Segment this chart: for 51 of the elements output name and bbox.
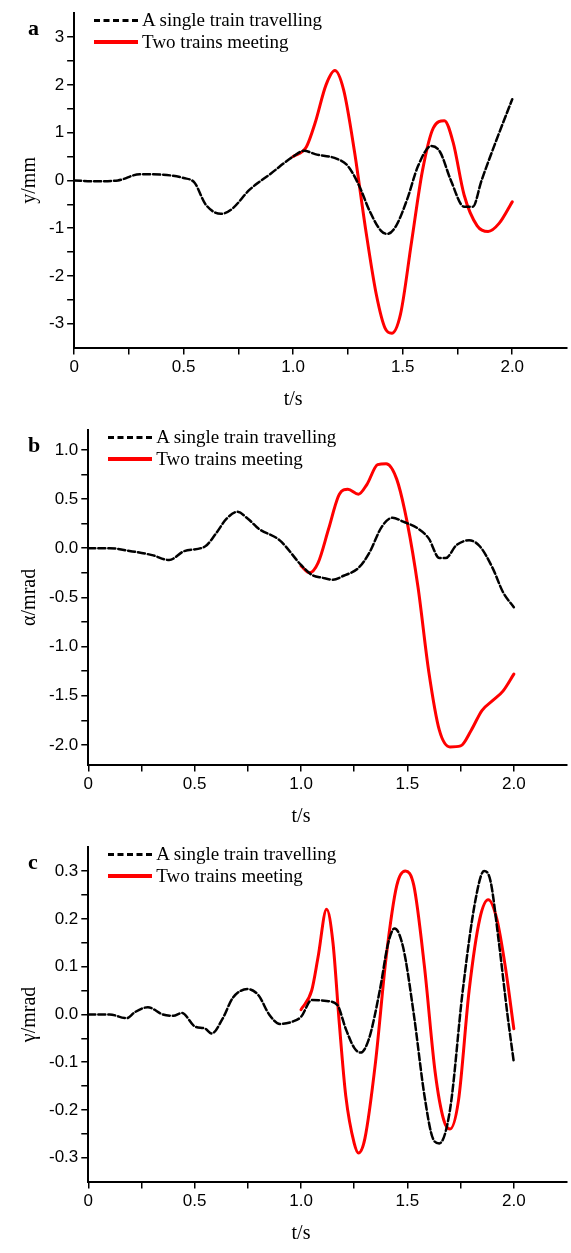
y-tick-label: 2 [54,74,65,94]
line-series [291,69,514,335]
legend-label: Two trains meeting [156,448,303,471]
x-tick-label: 1.0 [289,774,313,794]
y-tick-label: 0.0 [54,1004,79,1024]
x-tick-label: 2.0 [501,1191,526,1211]
y-tick-label: 3 [54,26,65,46]
x-tick-label: 2.0 [500,357,525,377]
y-axis-title: y/mm [17,156,41,204]
y-tick-label: -0.1 [49,1051,79,1071]
y-tick-label: 1 [54,122,65,142]
y-tick-label: -1.0 [49,636,79,656]
x-tick-label: 0.5 [182,1191,207,1211]
y-tick-label: 0.1 [54,956,79,976]
x-tick-label: 1.5 [390,357,415,377]
legend-label: A single train travelling [142,9,323,32]
x-tick-label: 1.0 [289,1191,313,1211]
y-tick-label: 1.0 [54,439,79,459]
x-tick-label: 2.0 [501,774,526,794]
y-tick-label: -1.5 [49,685,79,705]
y-tick-label: 0 [54,170,65,190]
y-tick-label: 0.0 [54,537,79,557]
text: c [28,849,38,876]
y-tick-label: -0.2 [49,1099,79,1119]
x-tick-label: 0.5 [182,774,207,794]
x-tick-label: 1.5 [395,1191,420,1211]
legend-label: Two trains meeting [142,31,289,54]
text: b [28,432,41,459]
x-tick-label: 1.5 [395,774,420,794]
y-tick-label: -2.0 [49,734,79,754]
legend-label: A single train travelling [156,426,337,449]
text: a [28,15,39,42]
x-axis-title: t/s [291,1221,311,1244]
y-tick-label: -0.3 [49,1147,79,1167]
x-tick-label: 0.5 [171,357,196,377]
x-axis-title: t/s [291,804,311,827]
x-axis-title: t/s [283,387,303,410]
x-tick-label: 0 [83,774,94,794]
x-tick-label: 0 [83,1191,94,1211]
y-tick-label: -1 [48,217,65,237]
y-tick-label: -0.5 [49,587,79,607]
legend-label: A single train travelling [156,843,337,866]
y-axis-title: γ/mrad [17,986,41,1044]
y-tick-label: -3 [48,313,65,333]
legend-label: Two trains meeting [156,865,303,888]
y-tick-label: -2 [48,265,65,285]
y-tick-label: 0.3 [54,860,79,880]
y-tick-label: 0.5 [54,488,79,508]
y-axis-title: α/mrad [17,568,40,626]
x-tick-label: 1.0 [281,357,305,377]
y-tick-label: 0.2 [54,908,79,928]
